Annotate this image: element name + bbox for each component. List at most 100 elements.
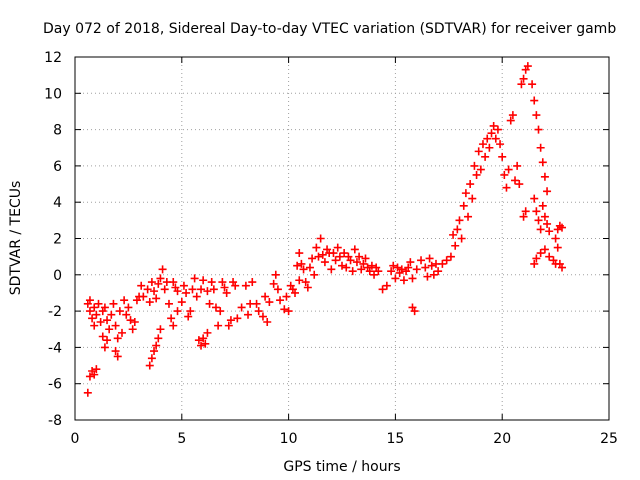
data-point — [218, 278, 227, 287]
data-point — [500, 170, 509, 179]
data-point — [226, 316, 235, 325]
data-point — [154, 279, 163, 288]
data-point — [374, 267, 383, 276]
data-point — [201, 339, 210, 348]
x-tick-label: 20 — [493, 431, 511, 447]
data-point — [468, 194, 477, 203]
data-point — [335, 252, 344, 261]
data-point — [367, 261, 376, 270]
data-point — [100, 303, 109, 312]
data-point — [352, 258, 361, 267]
grid-lines — [75, 57, 609, 420]
data-point — [203, 287, 212, 296]
data-point — [455, 216, 464, 225]
data-point — [355, 252, 364, 261]
y-tick-label: 12 — [44, 50, 62, 66]
data-point — [378, 285, 387, 294]
x-tick-label: 0 — [71, 431, 80, 447]
data-point — [130, 317, 139, 326]
data-point — [397, 265, 406, 274]
data-point — [327, 265, 336, 274]
data-point — [295, 276, 304, 285]
data-point — [156, 274, 165, 283]
y-tick-label: 4 — [53, 195, 62, 211]
data-point — [318, 250, 327, 259]
data-point — [316, 234, 325, 243]
data-point — [248, 278, 257, 287]
data-point — [391, 274, 400, 283]
data-point — [128, 325, 137, 334]
data-point — [179, 281, 188, 290]
data-point — [197, 285, 206, 294]
data-point — [301, 278, 310, 287]
data-point — [160, 285, 169, 294]
data-point — [543, 219, 552, 228]
data-point — [105, 325, 114, 334]
data-point — [540, 172, 549, 181]
data-point — [214, 321, 223, 330]
data-point — [280, 305, 289, 314]
data-point — [199, 276, 208, 285]
data-point — [152, 294, 161, 303]
data-point — [498, 152, 507, 161]
data-point — [107, 310, 116, 319]
data-point — [310, 270, 319, 279]
data-point — [209, 285, 218, 294]
data-point — [173, 307, 182, 316]
data-point — [357, 265, 366, 274]
data-point — [303, 283, 312, 292]
data-point — [340, 249, 349, 258]
data-point — [453, 225, 462, 234]
axis-ticks — [74, 56, 610, 421]
data-point — [182, 288, 191, 297]
data-point — [211, 303, 220, 312]
data-point — [199, 334, 208, 343]
y-tick-label: -6 — [48, 377, 62, 393]
data-point — [85, 296, 94, 305]
data-point — [143, 285, 152, 294]
data-point — [254, 307, 263, 316]
data-point — [139, 292, 148, 301]
data-point — [438, 259, 447, 268]
data-point — [519, 212, 528, 221]
data-point — [312, 243, 321, 252]
data-point — [451, 241, 460, 250]
data-point — [399, 276, 408, 285]
data-point — [406, 258, 415, 267]
data-point — [293, 261, 302, 270]
data-point — [308, 254, 317, 263]
data-point — [491, 134, 500, 143]
data-point — [540, 212, 549, 221]
data-point — [109, 299, 118, 308]
data-point — [506, 116, 515, 125]
y-axis-label: SDTVAR / TECUs — [8, 181, 24, 296]
data-point — [192, 292, 201, 301]
data-point — [320, 258, 329, 267]
data-point — [517, 80, 526, 89]
data-point — [291, 288, 300, 297]
data-point — [519, 74, 528, 83]
data-point — [481, 152, 490, 161]
data-point — [244, 310, 253, 319]
data-point — [489, 121, 498, 130]
data-point — [350, 245, 359, 254]
y-tick-label: 2 — [53, 232, 62, 248]
x-tick-label: 25 — [600, 431, 618, 447]
data-point — [425, 254, 434, 263]
data-point — [427, 261, 436, 270]
data-point — [417, 256, 426, 265]
data-point — [100, 343, 109, 352]
data-point — [466, 180, 475, 189]
data-point — [348, 267, 357, 276]
data-point — [449, 230, 458, 239]
data-point — [485, 143, 494, 152]
data-point — [536, 225, 545, 234]
data-point — [534, 216, 543, 225]
data-point — [404, 263, 413, 272]
data-point — [94, 299, 103, 308]
data-point — [269, 279, 278, 288]
data-point — [333, 243, 342, 252]
data-point — [194, 336, 203, 345]
data-point — [233, 314, 242, 323]
